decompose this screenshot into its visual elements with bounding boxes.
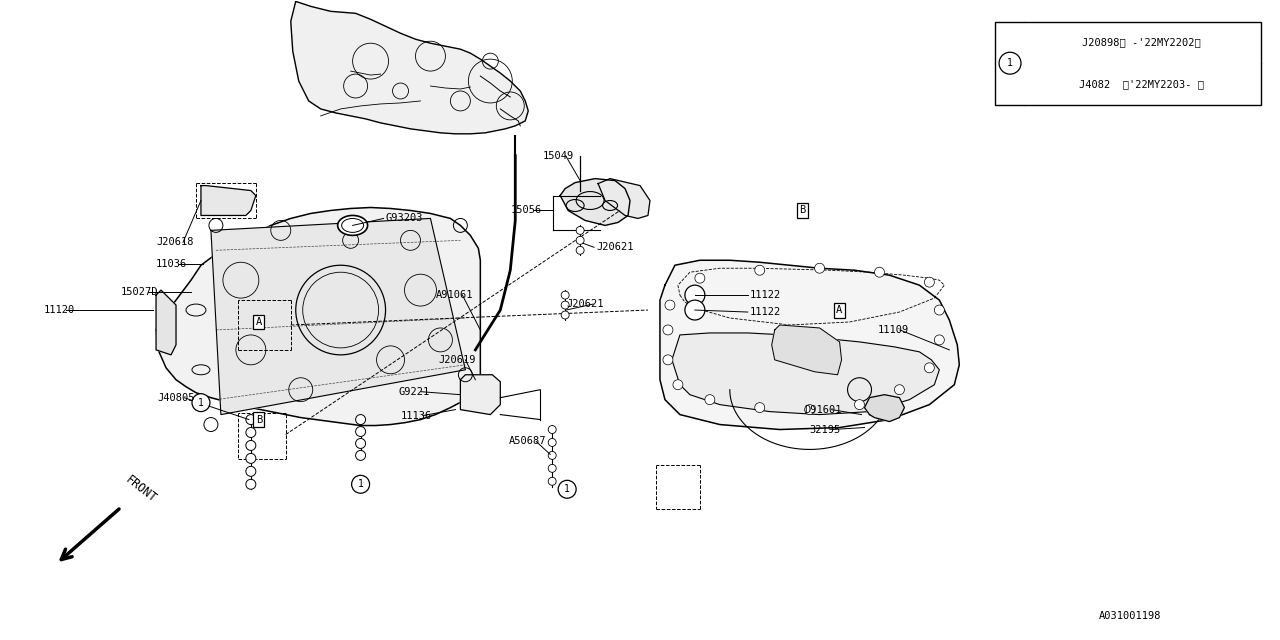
Polygon shape xyxy=(156,207,480,426)
Text: J4082  （'22MY2203- ）: J4082 （'22MY2203- ） xyxy=(1079,79,1203,89)
Circle shape xyxy=(1000,52,1021,74)
Circle shape xyxy=(548,477,557,485)
Text: 15056: 15056 xyxy=(511,205,541,216)
Circle shape xyxy=(558,480,576,498)
Text: 11109: 11109 xyxy=(878,325,909,335)
Circle shape xyxy=(934,305,945,315)
Text: 11120: 11120 xyxy=(44,305,74,315)
Circle shape xyxy=(246,479,256,489)
Circle shape xyxy=(934,335,945,345)
Polygon shape xyxy=(211,218,466,415)
Circle shape xyxy=(663,325,673,335)
Circle shape xyxy=(924,363,934,372)
Text: D91601: D91601 xyxy=(805,404,842,415)
Circle shape xyxy=(561,301,570,309)
Polygon shape xyxy=(660,260,959,429)
Circle shape xyxy=(548,451,557,460)
Text: J20621: J20621 xyxy=(596,243,634,252)
Text: A: A xyxy=(836,305,842,316)
Polygon shape xyxy=(156,290,177,355)
Text: 1: 1 xyxy=(357,479,364,490)
Circle shape xyxy=(755,265,764,275)
Circle shape xyxy=(695,273,705,283)
Circle shape xyxy=(352,476,370,493)
Text: 15049: 15049 xyxy=(543,150,575,161)
Text: B: B xyxy=(256,415,262,424)
Circle shape xyxy=(673,380,684,390)
Circle shape xyxy=(561,311,570,319)
Circle shape xyxy=(246,428,256,438)
Circle shape xyxy=(548,438,557,447)
Circle shape xyxy=(548,465,557,472)
Circle shape xyxy=(356,415,366,424)
Circle shape xyxy=(356,426,366,436)
Polygon shape xyxy=(672,333,940,415)
Circle shape xyxy=(576,246,584,254)
Circle shape xyxy=(356,438,366,449)
Polygon shape xyxy=(598,179,650,218)
Text: 11122: 11122 xyxy=(750,307,781,317)
Text: G93203: G93203 xyxy=(385,214,424,223)
Circle shape xyxy=(874,268,884,277)
Polygon shape xyxy=(201,186,256,216)
Circle shape xyxy=(192,394,210,412)
Text: 11122: 11122 xyxy=(750,290,781,300)
Circle shape xyxy=(664,300,675,310)
Bar xyxy=(995,22,1261,104)
Circle shape xyxy=(685,300,705,320)
Text: 1: 1 xyxy=(564,484,570,494)
Circle shape xyxy=(548,426,557,433)
Circle shape xyxy=(685,285,705,305)
Circle shape xyxy=(246,453,256,463)
Circle shape xyxy=(576,236,584,244)
Text: J20618: J20618 xyxy=(156,237,193,247)
Circle shape xyxy=(895,385,905,395)
Text: A: A xyxy=(256,317,262,327)
Text: 1: 1 xyxy=(198,397,204,408)
Ellipse shape xyxy=(338,216,367,236)
Polygon shape xyxy=(461,375,500,415)
Polygon shape xyxy=(772,325,841,375)
Text: B: B xyxy=(799,205,805,216)
Text: 11136: 11136 xyxy=(401,411,431,420)
Text: 15027D: 15027D xyxy=(122,287,159,297)
Circle shape xyxy=(246,415,256,424)
Text: J20619: J20619 xyxy=(439,355,476,365)
Text: 11036: 11036 xyxy=(156,259,187,269)
Circle shape xyxy=(805,404,814,415)
Circle shape xyxy=(705,395,714,404)
Circle shape xyxy=(561,291,570,299)
Circle shape xyxy=(576,227,584,234)
Circle shape xyxy=(755,403,764,413)
Text: FRONT: FRONT xyxy=(123,473,159,505)
Polygon shape xyxy=(864,395,905,422)
Text: 32195: 32195 xyxy=(810,424,841,435)
Circle shape xyxy=(356,451,366,460)
Circle shape xyxy=(246,467,256,476)
Text: A031001198: A031001198 xyxy=(1098,611,1161,621)
Text: A91061: A91061 xyxy=(435,290,472,300)
Polygon shape xyxy=(291,1,529,134)
Circle shape xyxy=(246,440,256,451)
Text: 1: 1 xyxy=(1007,58,1012,68)
Text: G9221: G9221 xyxy=(398,387,430,397)
Polygon shape xyxy=(561,179,630,225)
Circle shape xyxy=(663,355,673,365)
Text: J40805: J40805 xyxy=(157,393,195,403)
Circle shape xyxy=(814,263,824,273)
Circle shape xyxy=(924,277,934,287)
Circle shape xyxy=(855,399,864,410)
Text: A50687: A50687 xyxy=(509,436,547,447)
Text: J20898（ -'22MY2202）: J20898（ -'22MY2202） xyxy=(1082,38,1201,47)
Text: J20621: J20621 xyxy=(566,299,604,309)
